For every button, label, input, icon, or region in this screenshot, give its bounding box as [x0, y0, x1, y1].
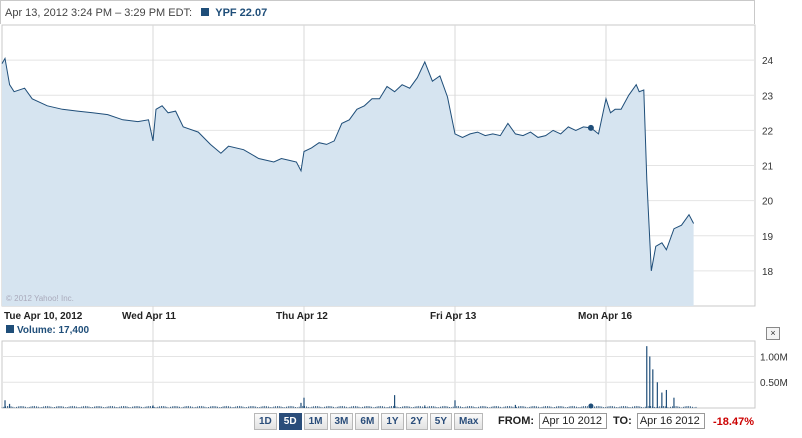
price-y-tick: 21 — [762, 162, 774, 173]
header-info: Apr 13, 2012 3:24 PM – 3:29 PM EDT: YPF … — [5, 7, 267, 19]
price-y-tick: 22 — [762, 126, 774, 137]
range-button-1d[interactable]: 1D — [254, 413, 277, 430]
range-button-3m[interactable]: 3M — [329, 413, 354, 430]
range-button-1y[interactable]: 1Y — [381, 413, 404, 430]
hover-marker — [587, 124, 594, 131]
volume-y-tick: 0.50M — [760, 378, 788, 389]
symbol-price-label: YPF 22.07 — [215, 7, 268, 19]
x-axis-tick: Fri Apr 13 — [430, 311, 477, 322]
volume-swatch — [6, 325, 14, 333]
volume-header: Volume: 17,400 — [0, 325, 89, 336]
price-y-tick: 20 — [762, 197, 774, 208]
series-swatch — [201, 8, 210, 16]
volume-hover-marker — [588, 403, 594, 409]
x-axis-tick: Mon Apr 16 — [578, 311, 633, 322]
range-button-6m[interactable]: 6M — [355, 413, 380, 430]
price-y-tick: 23 — [762, 91, 774, 102]
range-button-max[interactable]: Max — [454, 413, 484, 430]
from-date-input[interactable] — [539, 413, 608, 429]
time-range-label: Apr 13, 2012 3:24 PM – 3:29 PM EDT: — [5, 7, 193, 19]
close-volume-button[interactable]: × — [766, 327, 780, 340]
to-date-input[interactable] — [636, 413, 705, 429]
range-button-5y[interactable]: 5Y — [429, 413, 453, 430]
range-button-5d[interactable]: 5D — [278, 413, 302, 430]
price-y-tick: 19 — [762, 232, 774, 243]
range-button-group: 1D 5D 1M 3M 6M 1Y 2Y 5Y Max — [254, 413, 484, 430]
price-y-tick: 24 — [762, 56, 774, 67]
chart-header: Apr 13, 2012 3:24 PM – 3:29 PM EDT: YPF … — [0, 0, 755, 24]
x-axis-tick: Tue Apr 10, 2012 — [4, 311, 83, 322]
volume-y-tick: 1.00M — [760, 352, 788, 363]
from-group: FROM: — [498, 413, 608, 429]
price-line — [1, 56, 695, 271]
to-group: TO: — [613, 413, 705, 429]
copyright-text: © 2012 Yahoo! Inc. — [6, 294, 74, 303]
range-button-2y[interactable]: 2Y — [405, 413, 428, 430]
x-axis-tick: Wed Apr 11 — [122, 311, 176, 322]
from-label: FROM: — [498, 415, 535, 427]
to-label: TO: — [613, 415, 632, 427]
volume-plot-frame — [1, 340, 756, 409]
percent-change: -18.47% — [713, 416, 754, 428]
price-y-tick: 18 — [762, 267, 774, 278]
x-axis-tick: Thu Apr 12 — [276, 311, 328, 322]
volume-label: Volume: 17,400 — [17, 325, 90, 336]
price-area — [2, 58, 694, 307]
range-button-1m[interactable]: 1M — [303, 413, 328, 430]
